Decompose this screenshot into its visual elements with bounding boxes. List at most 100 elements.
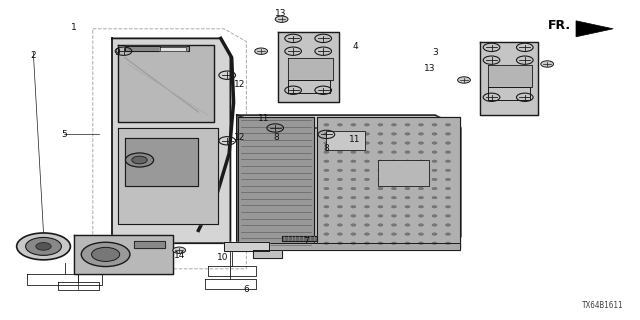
Text: FR.: FR. — [548, 19, 571, 32]
Circle shape — [351, 196, 356, 199]
Circle shape — [337, 142, 342, 144]
Circle shape — [405, 178, 410, 181]
Circle shape — [392, 196, 397, 199]
Circle shape — [419, 151, 424, 153]
Text: 1: 1 — [71, 23, 76, 32]
Circle shape — [392, 151, 397, 153]
Circle shape — [419, 224, 424, 226]
Circle shape — [392, 160, 397, 163]
Circle shape — [445, 151, 451, 153]
Circle shape — [337, 233, 342, 236]
Circle shape — [405, 196, 410, 199]
Circle shape — [405, 151, 410, 153]
Circle shape — [445, 224, 451, 226]
Polygon shape — [317, 117, 460, 248]
Circle shape — [364, 151, 369, 153]
Circle shape — [324, 205, 329, 208]
Circle shape — [337, 178, 342, 181]
Circle shape — [378, 205, 383, 208]
Circle shape — [324, 178, 329, 181]
Circle shape — [405, 224, 410, 226]
Circle shape — [419, 187, 424, 190]
Circle shape — [419, 142, 424, 144]
Circle shape — [337, 205, 342, 208]
Circle shape — [378, 187, 383, 190]
Circle shape — [419, 178, 424, 181]
Circle shape — [255, 48, 268, 54]
Circle shape — [378, 124, 383, 126]
Circle shape — [445, 178, 451, 181]
Circle shape — [351, 187, 356, 190]
Circle shape — [337, 160, 342, 163]
Circle shape — [125, 153, 154, 167]
Circle shape — [81, 242, 130, 267]
Circle shape — [432, 215, 437, 217]
Circle shape — [445, 142, 451, 144]
Circle shape — [364, 178, 369, 181]
Polygon shape — [488, 65, 532, 87]
Polygon shape — [160, 47, 186, 51]
Circle shape — [378, 242, 383, 244]
Circle shape — [432, 233, 437, 236]
Circle shape — [324, 132, 329, 135]
Polygon shape — [488, 87, 530, 100]
Circle shape — [378, 151, 383, 153]
Circle shape — [405, 187, 410, 190]
Circle shape — [337, 124, 342, 126]
Circle shape — [351, 132, 356, 135]
Circle shape — [432, 187, 437, 190]
Polygon shape — [224, 242, 269, 251]
Circle shape — [17, 233, 70, 260]
Circle shape — [378, 178, 383, 181]
Circle shape — [392, 124, 397, 126]
Circle shape — [351, 151, 356, 153]
Polygon shape — [118, 128, 218, 224]
Circle shape — [324, 151, 329, 153]
Circle shape — [351, 242, 356, 244]
Circle shape — [458, 77, 470, 83]
Circle shape — [432, 196, 437, 199]
Polygon shape — [125, 46, 189, 51]
Circle shape — [92, 247, 120, 261]
Polygon shape — [237, 115, 461, 128]
Circle shape — [324, 242, 329, 244]
Circle shape — [364, 132, 369, 135]
Circle shape — [324, 224, 329, 226]
Circle shape — [445, 187, 451, 190]
Circle shape — [364, 124, 369, 126]
Text: 6: 6 — [244, 285, 249, 294]
Circle shape — [364, 233, 369, 236]
Polygon shape — [576, 21, 613, 37]
Polygon shape — [282, 236, 317, 241]
Circle shape — [405, 160, 410, 163]
Circle shape — [351, 160, 356, 163]
Circle shape — [405, 132, 410, 135]
Circle shape — [173, 247, 186, 253]
Circle shape — [419, 205, 424, 208]
Circle shape — [378, 142, 383, 144]
Circle shape — [364, 142, 369, 144]
Circle shape — [26, 237, 61, 255]
Circle shape — [419, 169, 424, 172]
Circle shape — [432, 169, 437, 172]
Circle shape — [392, 233, 397, 236]
Circle shape — [337, 132, 342, 135]
Circle shape — [432, 132, 437, 135]
Circle shape — [419, 215, 424, 217]
Text: 12: 12 — [234, 133, 246, 142]
Circle shape — [392, 215, 397, 217]
Polygon shape — [237, 115, 461, 250]
Circle shape — [351, 215, 356, 217]
Circle shape — [445, 242, 451, 244]
Circle shape — [405, 215, 410, 217]
Polygon shape — [288, 80, 330, 93]
Text: 11: 11 — [258, 114, 269, 123]
Circle shape — [337, 187, 342, 190]
Polygon shape — [253, 250, 282, 258]
Circle shape — [445, 124, 451, 126]
Circle shape — [419, 233, 424, 236]
Text: 4: 4 — [353, 42, 358, 51]
Text: 14: 14 — [173, 252, 185, 260]
Circle shape — [324, 215, 329, 217]
Circle shape — [378, 132, 383, 135]
